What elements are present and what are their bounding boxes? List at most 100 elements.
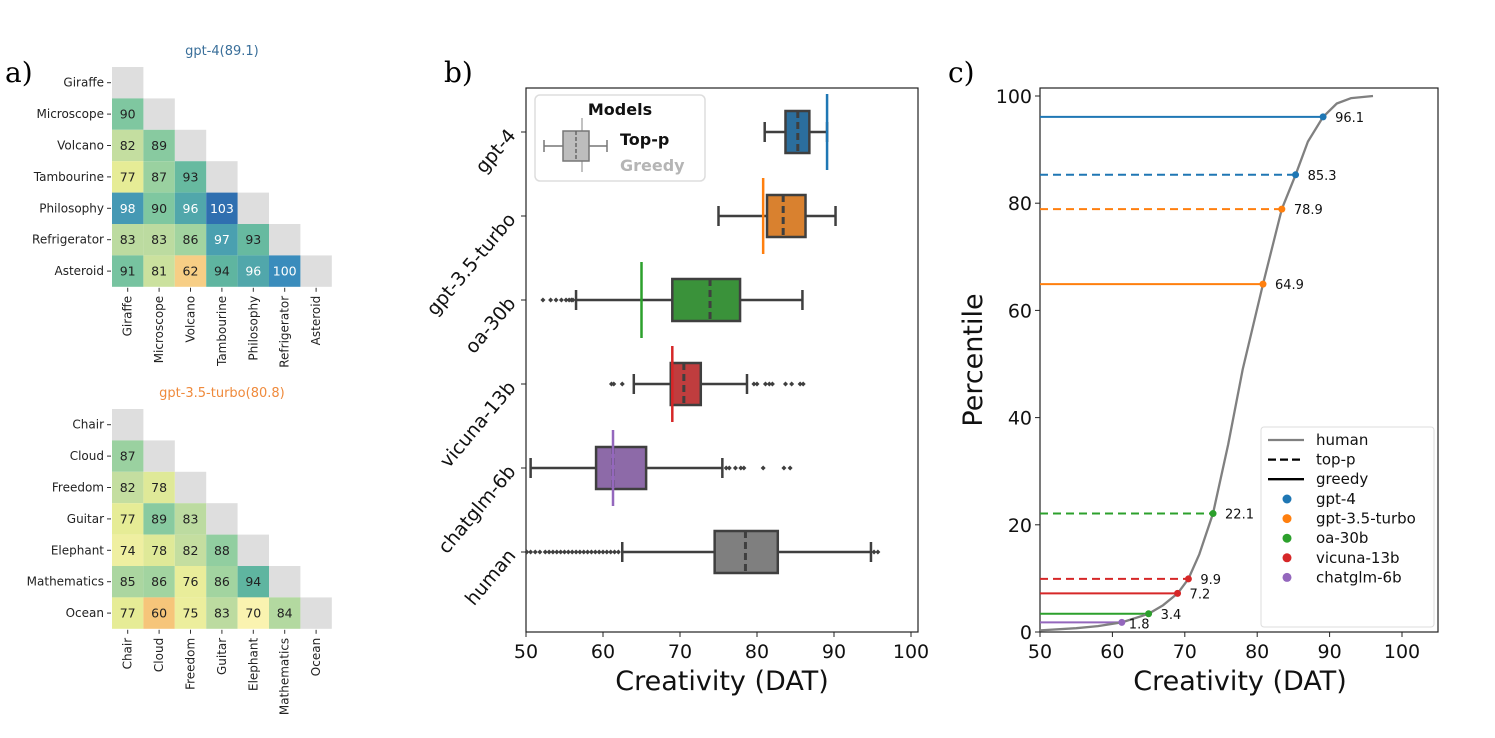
- percentile-marker: [1209, 510, 1217, 518]
- outlier-point: [565, 549, 571, 555]
- outlier-point: [546, 549, 552, 555]
- percentile-marker: [1145, 610, 1153, 618]
- cell-value: 85: [120, 574, 136, 589]
- outlier-point: [588, 549, 594, 555]
- heatmap-cell: [112, 161, 144, 193]
- diagonal-cell: [174, 471, 207, 504]
- cell-value: 84: [277, 606, 293, 621]
- cell-value: 98: [120, 201, 136, 216]
- heatmap-cell: [143, 161, 175, 193]
- x-axis-label: Creativity (DAT): [615, 666, 828, 697]
- y-tick-label: human: [461, 545, 520, 610]
- box-oa-30b: [671, 277, 742, 323]
- cell-value: 100: [273, 264, 297, 279]
- cell-value: 103: [210, 201, 234, 216]
- column-label: Tambourine: [215, 296, 229, 367]
- heatmap-cell: [174, 503, 207, 535]
- outlier-point: [769, 381, 775, 387]
- box-gpt-3.5-turbo: [765, 193, 807, 239]
- heatmap-cell: [206, 255, 238, 287]
- outlier-point: [604, 549, 610, 555]
- cell-value: 87: [151, 169, 167, 184]
- cell-value: 93: [183, 169, 199, 184]
- heatmap-cell: [112, 440, 144, 472]
- outlier-point: [558, 297, 564, 303]
- y-tick-label: 40: [1008, 408, 1032, 430]
- heatmap-cell: [237, 566, 269, 598]
- cell-value: 77: [120, 511, 136, 526]
- outlier-point: [540, 297, 546, 303]
- row-label: Cloud: [70, 449, 104, 463]
- y-tick-label: oa-30b: [461, 293, 521, 358]
- outlier-point: [787, 465, 793, 471]
- legend-dot: [1282, 533, 1292, 543]
- heatmap-cell: [206, 224, 238, 256]
- cell-value: 82: [120, 480, 136, 495]
- heatmap-cell: [206, 566, 238, 598]
- outlier-point: [537, 549, 543, 555]
- cell-value: 75: [183, 606, 199, 621]
- legend-dot: [1282, 494, 1292, 504]
- cell-value: 70: [245, 606, 261, 621]
- cell-value: 83: [151, 232, 167, 247]
- outlier-point: [754, 381, 760, 387]
- box-chatglm-6b: [594, 445, 648, 491]
- outlier-point: [797, 381, 803, 387]
- heatmap-cell: [237, 224, 269, 256]
- heatmap-cell: [143, 255, 175, 287]
- heatmap-cell: [112, 534, 144, 566]
- cell-value: 91: [120, 264, 136, 279]
- outlier-point: [548, 297, 554, 303]
- legend-dot: [1282, 514, 1292, 524]
- percentile-value-label: 22.1: [1225, 508, 1254, 523]
- heatmap-cell: [112, 597, 144, 629]
- x-tick-label: 80: [745, 641, 769, 663]
- diagonal-cell: [237, 192, 269, 224]
- x-tick-label: 70: [1173, 641, 1197, 663]
- x-tick-label: 100: [893, 641, 929, 663]
- cell-value: 60: [151, 606, 167, 621]
- outlier-point: [800, 381, 806, 387]
- y-tick-label: 100: [996, 86, 1032, 108]
- outlier-point: [875, 549, 881, 555]
- heatmap-cell: [174, 255, 207, 287]
- percentile-marker: [1184, 575, 1192, 583]
- diagonal-cell: [174, 129, 207, 162]
- outlier-point: [608, 549, 614, 555]
- column-label: Microscope: [152, 296, 166, 364]
- cell-value: 90: [151, 201, 167, 216]
- outlier-point: [573, 549, 579, 555]
- heatmap-cell: [206, 534, 238, 566]
- heatmap-cell: [143, 597, 175, 629]
- percentile-marker: [1319, 113, 1327, 121]
- legend-title: Models: [588, 100, 652, 119]
- column-label: Asteroid: [309, 296, 323, 346]
- column-label: Chair: [121, 638, 135, 670]
- cell-value: 81: [151, 264, 167, 279]
- legend-dot: [1282, 572, 1292, 582]
- outlier-point: [760, 465, 766, 471]
- y-tick-label: chatglm-6b: [434, 461, 521, 558]
- plot-frame: [525, 87, 919, 633]
- row-label: Giraffe: [63, 76, 104, 90]
- cell-value: 83: [120, 232, 136, 247]
- heatmap-cell: [143, 534, 175, 566]
- y-tick-label: gpt-4: [471, 125, 520, 178]
- cell-value: 86: [214, 574, 230, 589]
- percentile-marker: [1292, 171, 1300, 179]
- outlier-point: [766, 381, 772, 387]
- outlier-point: [528, 549, 534, 555]
- heatmap-cell: [174, 566, 207, 598]
- diagonal-cell: [269, 224, 301, 256]
- heatmap-cell: [112, 503, 144, 535]
- column-label: Mathematics: [278, 638, 292, 715]
- y-tick-label: 60: [1008, 300, 1032, 322]
- cell-value: 77: [120, 606, 136, 621]
- cell-value: 94: [245, 574, 261, 589]
- percentile-value-label: 3.4: [1161, 608, 1182, 623]
- legend-greedy: Greedy: [620, 156, 685, 175]
- percentile-marker: [1118, 618, 1126, 626]
- diagonal-cell: [269, 566, 301, 598]
- heatmap-cell: [174, 192, 207, 224]
- outlier-point: [581, 549, 587, 555]
